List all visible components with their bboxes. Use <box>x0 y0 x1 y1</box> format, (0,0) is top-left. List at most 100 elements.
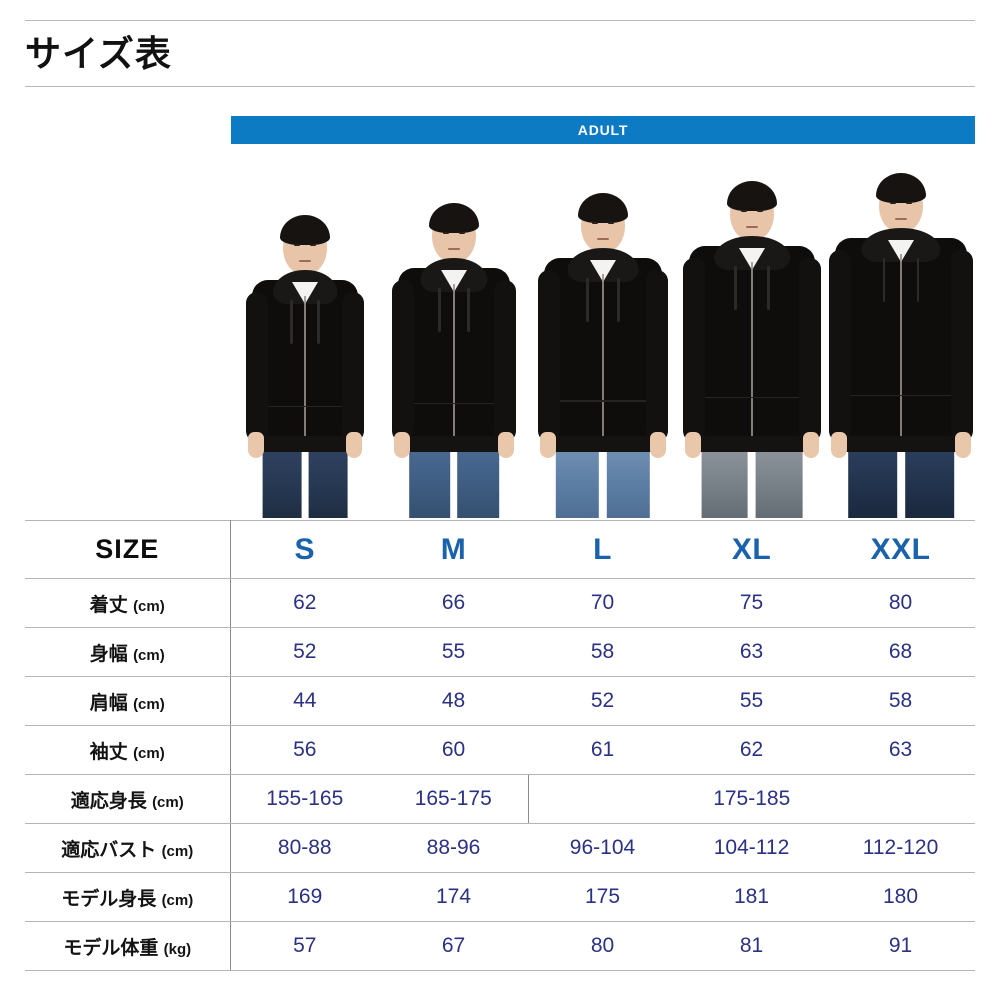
model-body <box>392 203 516 518</box>
model-arm-right <box>951 250 973 442</box>
title-rule-top <box>25 20 975 21</box>
value-cell: 155-165 <box>230 774 379 824</box>
model-drawstring-left <box>290 300 293 344</box>
row-label-text: モデル体重 <box>63 937 159 959</box>
row-label-text: 適応バスト <box>61 839 157 861</box>
value-cell: 66 <box>379 578 528 628</box>
model-hand-left <box>248 432 264 458</box>
row-label-text: 適応身長 <box>70 790 147 812</box>
value-cell: 60 <box>379 725 528 775</box>
value-cell: 57 <box>230 921 379 971</box>
model-body <box>683 181 821 518</box>
model-head <box>578 193 628 252</box>
model-head <box>876 173 926 232</box>
value-cell: 104-112 <box>677 823 826 873</box>
model-drawstring-right <box>317 300 320 344</box>
row-label: 適応身長 (cm) <box>25 774 231 824</box>
model-figure-xxl <box>827 160 975 518</box>
model-hoodie <box>544 248 662 452</box>
row-label-text: 身幅 <box>89 643 128 665</box>
value-cell: 55 <box>379 627 528 677</box>
model-hoodie <box>689 236 815 452</box>
adult-banner: ADULT <box>231 116 975 144</box>
model-pocket <box>264 405 346 408</box>
model-pocket <box>558 400 648 402</box>
model-arm-right <box>799 258 821 442</box>
value-cell: 112-120 <box>826 823 975 873</box>
model-drawstring-left <box>882 258 886 302</box>
row-label-unit: (cm) <box>161 842 194 860</box>
model-figure-l <box>529 160 677 518</box>
size-header-s: S <box>230 520 379 579</box>
model-pocket <box>850 394 952 397</box>
row-label: 適応バスト (cm) <box>25 823 231 873</box>
model-zipper <box>900 254 902 448</box>
model-hem-band <box>689 436 815 452</box>
model-jeans <box>555 448 651 518</box>
table-row: 適応身長 (cm) 155-165 165-175 175-185 <box>25 774 975 824</box>
value-cell: 169 <box>230 872 379 922</box>
model-hair <box>429 203 479 233</box>
model-drawstring-right <box>617 278 620 322</box>
value-cell: 61 <box>528 725 677 775</box>
model-mouth <box>746 226 758 229</box>
table-row: 肩幅 (cm) 44 48 52 55 58 <box>25 676 975 726</box>
model-eye-left <box>592 222 598 225</box>
model-eye-left <box>443 232 449 235</box>
model-jeans <box>409 448 499 518</box>
value-cell: 180 <box>826 872 975 922</box>
model-jeans <box>848 448 954 518</box>
model-arm-left <box>829 250 851 442</box>
model-body <box>829 173 973 518</box>
models-photo-strip <box>231 160 975 518</box>
model-hem-band <box>398 436 510 452</box>
value-cell: 55 <box>677 676 826 726</box>
value-cell: 80-88 <box>230 823 379 873</box>
row-label: 肩幅 (cm) <box>25 676 231 726</box>
value-cell: 63 <box>677 627 826 677</box>
model-eye-right <box>310 244 316 247</box>
model-zipper <box>453 284 455 448</box>
model-hand-right <box>955 432 971 458</box>
value-cell: 52 <box>230 627 379 677</box>
model-hand-left <box>394 432 410 458</box>
model-arm-left <box>246 292 268 442</box>
model-mouth <box>895 218 907 221</box>
model-hand-left <box>685 432 701 458</box>
model-head <box>280 215 330 274</box>
model-drawstring-right <box>767 266 770 310</box>
model-head <box>429 203 479 262</box>
model-arm-left <box>538 270 560 442</box>
model-hair <box>727 181 777 211</box>
model-zipper <box>751 262 753 448</box>
table-row: 着丈 (cm) 62 66 70 75 80 <box>25 578 975 628</box>
value-cell: 175 <box>528 872 677 922</box>
row-label-unit: (cm) <box>152 793 184 811</box>
size-header-xl: XL <box>677 520 826 579</box>
value-cell: 58 <box>528 627 677 677</box>
model-zipper <box>602 274 604 448</box>
row-label-text: 着丈 <box>89 594 128 616</box>
value-cell: 63 <box>826 725 975 775</box>
model-jeans <box>701 448 803 518</box>
model-mouth <box>299 260 311 263</box>
model-head <box>727 181 777 240</box>
table-row: 身幅 (cm) 52 55 58 63 68 <box>25 627 975 677</box>
model-hem-band <box>835 436 967 452</box>
model-body <box>538 193 668 518</box>
model-hand-right <box>498 432 514 458</box>
value-cell: 181 <box>677 872 826 922</box>
value-cell: 96-104 <box>528 823 677 873</box>
model-hem-band <box>252 436 358 452</box>
value-cell: 44 <box>230 676 379 726</box>
row-label-unit: (cm) <box>161 891 194 909</box>
merged-value-cell: 175-185 <box>527 774 975 824</box>
size-table: SIZE S M L XL XXL 着丈 (cm) 62 66 70 75 80 身幅 (cm) 52 5… <box>25 520 975 971</box>
model-figure-s <box>231 160 379 518</box>
model-figure-xl <box>678 160 826 518</box>
model-eye-left <box>294 244 300 247</box>
row-label: モデル体重 (kg) <box>25 921 231 971</box>
value-cell: 165-175 <box>379 774 528 824</box>
row-label-unit: (cm) <box>133 695 165 713</box>
model-drawstring-left <box>734 266 737 310</box>
